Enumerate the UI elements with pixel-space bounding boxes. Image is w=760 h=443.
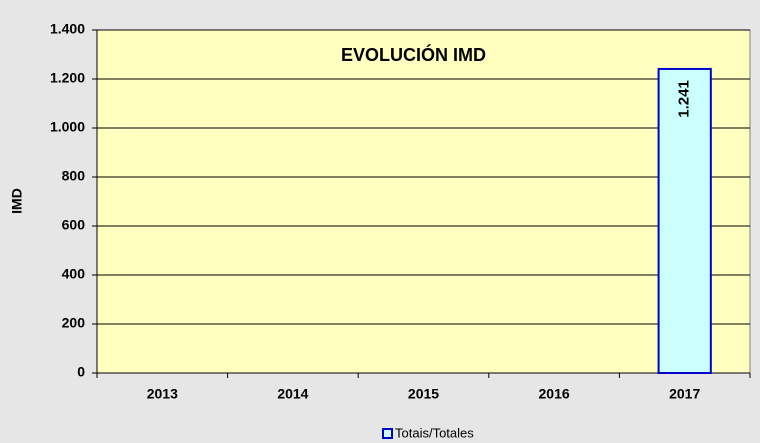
chart-title: EVOLUCIÓN IMD xyxy=(341,44,486,65)
y-axis-label: IMD xyxy=(9,188,25,214)
legend-label: Totais/Totales xyxy=(395,425,474,440)
legend-swatch xyxy=(382,428,393,439)
bar xyxy=(657,67,712,375)
x-tick-label: 2015 xyxy=(408,386,439,402)
y-tick-label: 800 xyxy=(62,168,86,184)
x-tick-label: 2013 xyxy=(147,386,178,402)
y-tick-label: 400 xyxy=(62,266,86,282)
y-tick-label: 1.000 xyxy=(50,119,85,135)
data-label: 1.241 xyxy=(676,80,693,118)
y-tick-label: 600 xyxy=(62,217,86,233)
y-tick-label: 1.200 xyxy=(50,70,85,86)
plot-area xyxy=(96,29,751,374)
y-tick-label: 200 xyxy=(62,315,86,331)
x-tick-label: 2017 xyxy=(669,386,700,402)
x-tick-label: 2016 xyxy=(539,386,570,402)
x-tick-label: 2014 xyxy=(277,386,308,402)
y-tick-label: 0 xyxy=(77,364,85,380)
y-tick-label: 1.400 xyxy=(50,21,85,37)
